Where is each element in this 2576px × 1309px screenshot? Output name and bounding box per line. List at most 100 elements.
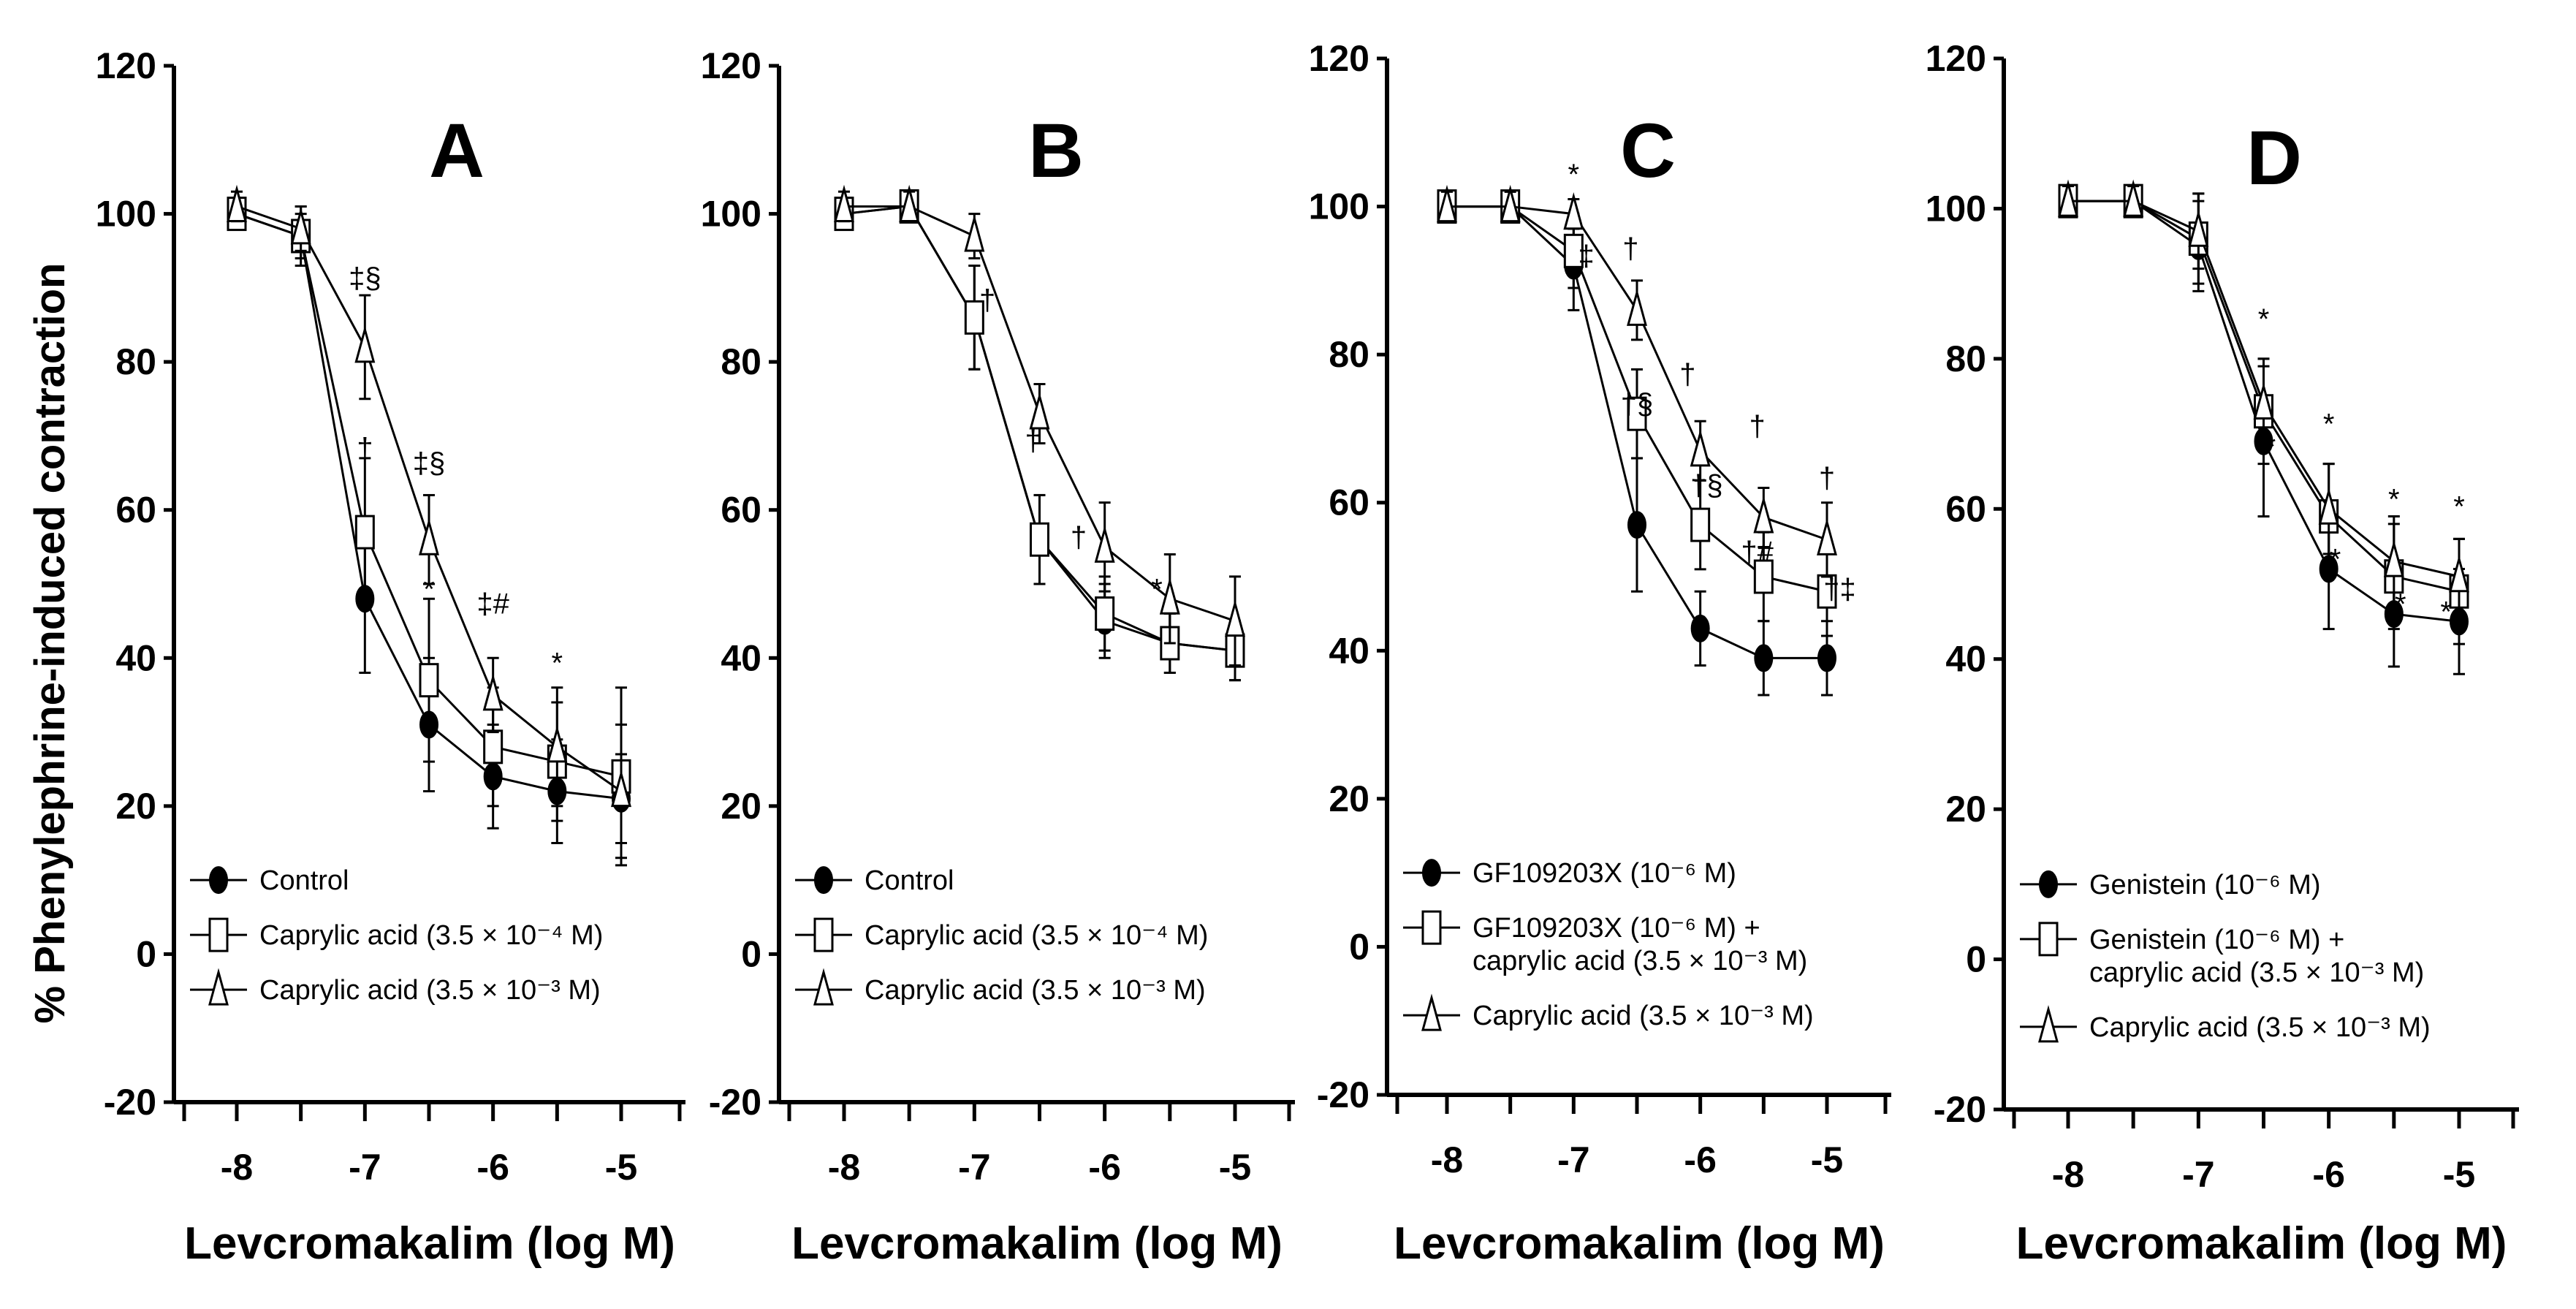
significance-marker: * xyxy=(2440,596,2452,628)
data-point xyxy=(2123,179,2144,217)
series-triangle xyxy=(227,184,631,860)
data-point xyxy=(419,517,439,555)
y-tick-label: -20 xyxy=(104,1082,156,1123)
y-tick-label: 100 xyxy=(1926,188,1986,229)
x-tick-label: -7 xyxy=(349,1147,381,1188)
legend: Control Caprylic acid (3.5 × 10⁻⁴ M) Capry… xyxy=(190,865,603,1006)
significance-marker: * xyxy=(2323,409,2335,441)
y-tick-label: 0 xyxy=(1349,926,1369,967)
series-triangle xyxy=(1437,184,1837,578)
x-tick-label: -6 xyxy=(476,1147,509,1188)
legend-label: Genistein (10⁻⁶ M) + xyxy=(2089,925,2344,955)
y-tick-label: 80 xyxy=(115,341,156,382)
data-point xyxy=(354,515,375,550)
legend-marker xyxy=(2039,870,2058,898)
legend-label: caprylic acid (3.5 × 10⁻³ M) xyxy=(1473,946,1807,976)
x-tick-label: -8 xyxy=(221,1147,253,1188)
y-tick-label: 0 xyxy=(741,933,761,974)
data-point xyxy=(1627,288,1647,326)
legend-label: Caprylic acid (3.5 × 10⁻³ M) xyxy=(2089,1012,2431,1043)
significance-marker: † xyxy=(1025,425,1041,458)
data-point xyxy=(1563,233,1584,268)
legend-item: Caprylic acid (3.5 × 10⁻⁴ M) xyxy=(795,917,1208,952)
x-tick-label: -6 xyxy=(2312,1154,2344,1195)
data-point xyxy=(2318,487,2339,525)
data-point xyxy=(1094,525,1115,563)
data-point xyxy=(1627,396,1647,431)
x-tick-label: -8 xyxy=(828,1147,860,1188)
significance-marker: † xyxy=(1679,359,1695,391)
legend-marker xyxy=(1421,910,1442,945)
significance-marker: †§ xyxy=(1621,388,1654,420)
data-point xyxy=(1095,596,1115,631)
x-tick-label: -8 xyxy=(2052,1154,2084,1195)
legend-marker xyxy=(813,968,834,1006)
chart-panel-d: -20 0 20 40 60 80 100 120 -8 -7 -6 -5 Levcromakalim … xyxy=(1926,38,2519,1269)
significance-marker: † xyxy=(1071,521,1087,553)
x-tick-label: -6 xyxy=(1684,1139,1716,1180)
y-tick-label: -20 xyxy=(1317,1074,1369,1115)
y-tick-label: 80 xyxy=(1945,338,1986,379)
y-tick-label: 40 xyxy=(115,637,156,678)
significance-marker: * xyxy=(2453,491,2465,523)
y-tick-label: 60 xyxy=(1945,488,1986,529)
chart-panel-b: -20 0 20 40 60 80 100 120 -8 -7 -6 -5 Levcromakalim … xyxy=(701,45,1295,1269)
y-tick-label: 80 xyxy=(721,341,761,382)
x-axis-label: Levcromakalim (log M) xyxy=(184,1218,675,1269)
legend: Control Caprylic acid (3.5 × 10⁻⁴ M) Capry… xyxy=(795,865,1208,1006)
data-point xyxy=(1690,429,1711,467)
y-tick-label: 80 xyxy=(1329,334,1369,375)
legend-marker xyxy=(208,968,229,1006)
y-tick-label: 0 xyxy=(1966,939,1986,980)
legend-marker xyxy=(208,917,229,952)
significance-marker: ‡# xyxy=(476,588,509,621)
legend-item: Caprylic acid (3.5 × 10⁻³ M) xyxy=(795,968,1206,1006)
x-axis-label: Levcromakalim (log M) xyxy=(791,1218,1283,1269)
data-point xyxy=(964,214,985,252)
panel-letter: B xyxy=(1028,108,1084,194)
significance-marker: † xyxy=(357,433,373,465)
y-tick-label: 60 xyxy=(1329,482,1369,523)
data-point xyxy=(899,184,920,222)
significance-marker: * xyxy=(423,573,435,605)
legend-item: Control xyxy=(795,865,954,896)
data-point xyxy=(354,325,376,363)
chart-panel-c: -20 0 20 40 60 80 100 120 -8 -7 -6 -5 Levcromakalim … xyxy=(1309,38,1891,1269)
legend-item: Caprylic acid (3.5 × 10⁻³ M) xyxy=(190,968,601,1006)
panel-letter: C xyxy=(1620,108,1676,194)
y-tick-label: 60 xyxy=(115,490,156,531)
data-point xyxy=(2188,209,2209,247)
y-tick-label: 40 xyxy=(721,637,761,678)
legend-label: Caprylic acid (3.5 × 10⁻⁴ M) xyxy=(259,920,603,951)
data-point xyxy=(834,184,854,222)
data-point xyxy=(1500,184,1521,223)
data-point xyxy=(1437,184,1457,223)
data-point xyxy=(1690,507,1711,542)
legend-marker xyxy=(1421,993,1442,1031)
series-triangle xyxy=(834,184,1245,667)
data-point xyxy=(419,663,439,698)
legend-marker xyxy=(813,917,834,952)
data-point xyxy=(482,673,504,711)
data-point xyxy=(2253,382,2274,420)
y-tick-label: 20 xyxy=(115,786,156,827)
x-axis-label: Levcromakalim (log M) xyxy=(1394,1218,1885,1269)
data-point xyxy=(1817,517,1837,555)
y-tick-label: 100 xyxy=(701,194,761,235)
y-tick-label: 20 xyxy=(721,786,761,827)
significance-marker: ‡ xyxy=(1578,240,1595,273)
legend-label: Caprylic acid (3.5 × 10⁻⁴ M) xyxy=(865,920,1208,951)
legend-label: Caprylic acid (3.5 × 10⁻³ M) xyxy=(259,975,601,1006)
x-tick-label: -5 xyxy=(2443,1154,2475,1195)
legend-item: Genistein (10⁻⁶ M) +caprylic acid (3.5 ×… xyxy=(2020,922,2424,988)
x-tick-label: -7 xyxy=(1557,1139,1589,1180)
legend-label: caprylic acid (3.5 × 10⁻³ M) xyxy=(2089,957,2424,988)
panel-letter: D xyxy=(2246,115,2302,201)
significance-marker: ‡§ xyxy=(413,447,446,479)
data-point xyxy=(611,769,631,808)
panels: -20 0 20 40 60 80 100 120 -8 -7 -6 -5 Levcromakalim … xyxy=(96,38,2519,1269)
significance-marker: ‡§ xyxy=(349,262,381,295)
data-point xyxy=(1225,599,1245,637)
x-tick-label: -7 xyxy=(958,1147,990,1188)
data-point xyxy=(1627,511,1646,539)
